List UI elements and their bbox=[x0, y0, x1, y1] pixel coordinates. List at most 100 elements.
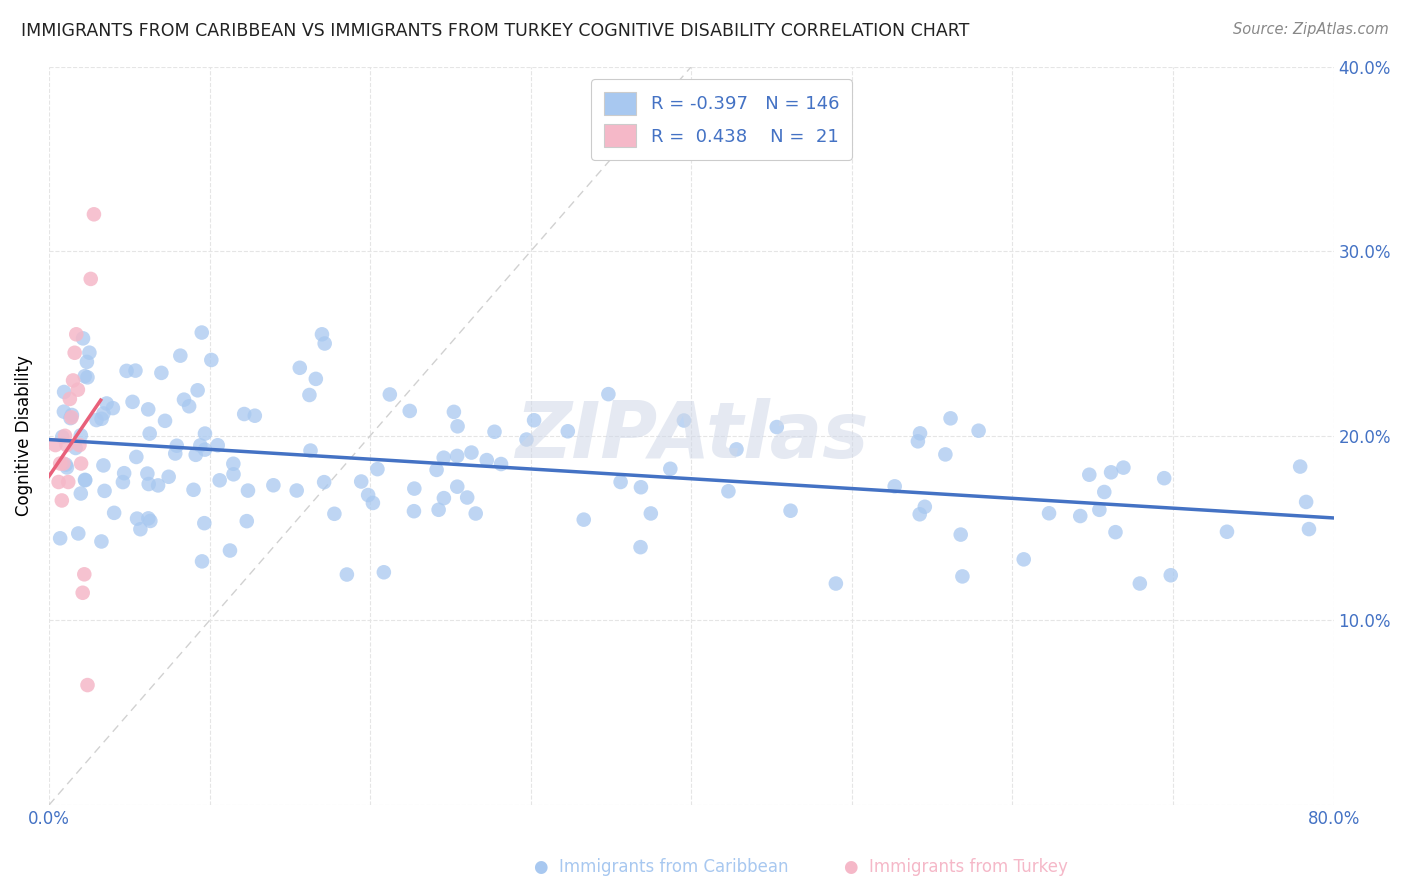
Point bbox=[76, 678, 98, 692]
Point bbox=[484, 425, 506, 439]
Point bbox=[190, 326, 212, 340]
Point bbox=[336, 567, 359, 582]
Point bbox=[779, 504, 801, 518]
Point bbox=[53, 429, 76, 443]
Point bbox=[193, 516, 215, 531]
Text: Source: ZipAtlas.com: Source: ZipAtlas.com bbox=[1233, 22, 1389, 37]
Legend: R = -0.397   N = 146, R =  0.438    N =  21: R = -0.397 N = 146, R = 0.438 N = 21 bbox=[591, 79, 852, 160]
Text: IMMIGRANTS FROM CARIBBEAN VS IMMIGRANTS FROM TURKEY COGNITIVE DISABILITY CORRELA: IMMIGRANTS FROM CARIBBEAN VS IMMIGRANTS … bbox=[21, 22, 970, 40]
Point bbox=[79, 345, 101, 359]
Point bbox=[908, 426, 931, 441]
Point bbox=[361, 496, 384, 510]
Point bbox=[378, 387, 401, 401]
Point bbox=[967, 424, 990, 438]
Point bbox=[298, 388, 321, 402]
Point bbox=[914, 500, 936, 514]
Point bbox=[305, 372, 328, 386]
Point bbox=[1129, 576, 1152, 591]
Point bbox=[72, 331, 94, 345]
Point bbox=[314, 475, 336, 490]
Point bbox=[76, 370, 98, 384]
Point bbox=[398, 404, 420, 418]
Point bbox=[49, 531, 72, 545]
Point bbox=[1088, 503, 1111, 517]
Point bbox=[73, 567, 96, 582]
Point bbox=[350, 475, 373, 489]
Point bbox=[949, 527, 972, 541]
Point bbox=[69, 438, 91, 452]
Point bbox=[65, 441, 87, 455]
Point bbox=[169, 349, 191, 363]
Point bbox=[426, 463, 449, 477]
Point bbox=[80, 272, 103, 286]
Point bbox=[72, 586, 94, 600]
Point bbox=[67, 526, 90, 541]
Point bbox=[765, 420, 787, 434]
Point bbox=[404, 482, 426, 496]
Point bbox=[672, 413, 695, 427]
Point bbox=[59, 411, 82, 425]
Point bbox=[222, 467, 245, 482]
Point bbox=[1012, 552, 1035, 566]
Point bbox=[51, 430, 73, 444]
Point bbox=[75, 473, 97, 487]
Point bbox=[357, 488, 380, 502]
Point bbox=[1069, 509, 1091, 524]
Point bbox=[446, 449, 468, 463]
Point bbox=[93, 483, 115, 498]
Point bbox=[427, 503, 450, 517]
Point bbox=[146, 478, 169, 492]
Point bbox=[52, 457, 75, 471]
Point bbox=[1099, 466, 1122, 480]
Point bbox=[115, 364, 138, 378]
Point bbox=[1289, 459, 1312, 474]
Point bbox=[557, 424, 579, 438]
Point bbox=[63, 345, 86, 359]
Point bbox=[366, 462, 388, 476]
Point bbox=[73, 473, 96, 487]
Point bbox=[523, 413, 546, 427]
Point bbox=[125, 511, 148, 525]
Point bbox=[515, 433, 537, 447]
Point bbox=[166, 439, 188, 453]
Text: ZIPAtlas: ZIPAtlas bbox=[515, 398, 868, 474]
Point bbox=[60, 410, 83, 425]
Point bbox=[717, 484, 740, 499]
Point bbox=[1295, 495, 1317, 509]
Point bbox=[598, 387, 620, 401]
Point bbox=[1160, 568, 1182, 582]
Point bbox=[70, 457, 93, 471]
Point bbox=[73, 369, 96, 384]
Point bbox=[824, 576, 846, 591]
Point bbox=[1078, 467, 1101, 482]
Point bbox=[96, 396, 118, 410]
Point bbox=[124, 363, 146, 377]
Point bbox=[194, 426, 217, 441]
Point bbox=[129, 522, 152, 536]
Point bbox=[952, 569, 974, 583]
Point bbox=[188, 438, 211, 452]
Point bbox=[66, 383, 89, 397]
Point bbox=[402, 504, 425, 518]
Point bbox=[56, 460, 79, 475]
Point bbox=[55, 438, 77, 452]
Point bbox=[262, 478, 284, 492]
Point bbox=[475, 453, 498, 467]
Point bbox=[323, 507, 346, 521]
Text: ●  Immigrants from Turkey: ● Immigrants from Turkey bbox=[844, 858, 1067, 876]
Point bbox=[443, 405, 465, 419]
Point bbox=[184, 448, 207, 462]
Point bbox=[640, 507, 662, 521]
Point bbox=[112, 466, 135, 480]
Point bbox=[285, 483, 308, 498]
Point bbox=[173, 392, 195, 407]
Point bbox=[111, 475, 134, 489]
Point bbox=[446, 480, 468, 494]
Point bbox=[93, 407, 115, 421]
Point bbox=[60, 408, 83, 422]
Point bbox=[208, 473, 231, 487]
Point bbox=[883, 479, 905, 493]
Point bbox=[90, 412, 112, 426]
Point bbox=[1104, 525, 1126, 540]
Point bbox=[51, 493, 73, 508]
